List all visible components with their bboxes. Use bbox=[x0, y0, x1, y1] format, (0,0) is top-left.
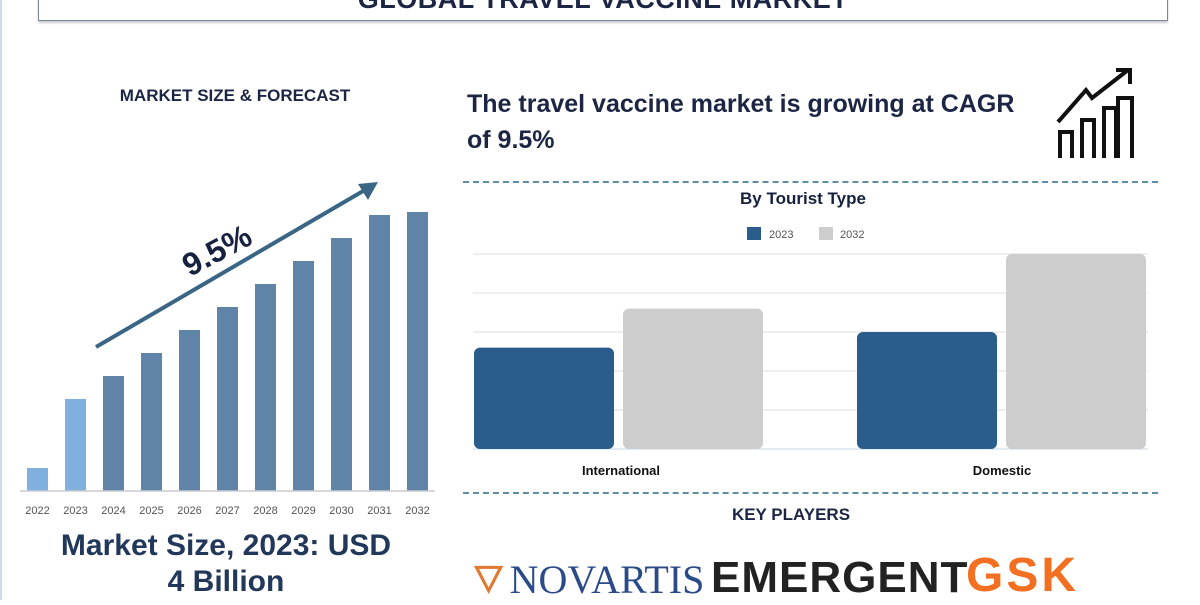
x-tick-label: 2028 bbox=[253, 505, 277, 517]
x-tick-label: 2029 bbox=[291, 505, 315, 517]
bar-2026 bbox=[179, 330, 200, 491]
market-size-text: Market Size, 2023: USD 4 Billion bbox=[10, 528, 442, 600]
x-tick-label: 2032 bbox=[405, 505, 429, 517]
cagr-headline: The travel vaccine market is growing at … bbox=[467, 90, 1015, 154]
category-label-international: International bbox=[582, 463, 660, 478]
market-size-heading: MARKET SIZE & FORECAST bbox=[119, 86, 351, 105]
x-tick-label: 2022 bbox=[25, 505, 49, 517]
legend-label-2032: 2032 bbox=[840, 229, 864, 241]
bar-chart-rising-arrow-icon bbox=[1056, 68, 1134, 158]
emergent-logo: EMERGENT bbox=[711, 553, 969, 602]
bar-2028 bbox=[255, 284, 276, 491]
bar-2023 bbox=[65, 399, 86, 491]
market-size-line1: Market Size, 2023: USD bbox=[60, 529, 392, 562]
key-players-heading: KEY PLAYERS bbox=[731, 505, 851, 524]
gsk-logo: GSK bbox=[966, 549, 1080, 602]
bar-domestic-2032 bbox=[1006, 254, 1146, 449]
x-tick-label: 2024 bbox=[101, 505, 125, 517]
legend-swatch-2023 bbox=[747, 227, 761, 240]
bar-2027 bbox=[217, 307, 238, 491]
legend: 2023 2032 bbox=[747, 227, 864, 241]
novartis-logo-text: NOVARTIS bbox=[509, 557, 705, 602]
x-tick-label: 2031 bbox=[367, 505, 391, 517]
novartis-logo: 🜄 NOVARTIS bbox=[472, 556, 704, 605]
bar-2022 bbox=[27, 468, 48, 491]
x-tick-label: 2027 bbox=[215, 505, 239, 517]
page-title: GLOBAL TRAVEL VACCINE MARKET bbox=[39, 0, 1167, 14]
bar-2030 bbox=[331, 238, 352, 491]
legend-swatch-2032 bbox=[819, 227, 833, 240]
x-tick-label: 2030 bbox=[329, 505, 353, 517]
novartis-flame-icon: 🜄 bbox=[472, 560, 506, 602]
x-tick-label: 2023 bbox=[63, 505, 87, 517]
category-label-domestic: Domestic bbox=[973, 463, 1032, 478]
bar-2031 bbox=[369, 215, 390, 491]
tourist-chart-title: By Tourist Type bbox=[740, 189, 866, 208]
bar-international-2023 bbox=[474, 347, 614, 449]
growth-arrow-line bbox=[94, 185, 372, 349]
title-banner: GLOBAL TRAVEL VACCINE MARKET bbox=[38, 0, 1168, 21]
market-forecast-chart: 2022 2023 2024 2025 2026 2027 2028 2029 2030 2031… bbox=[20, 182, 435, 517]
bar-2032 bbox=[407, 212, 428, 491]
bar-2025 bbox=[141, 353, 162, 491]
growth-arrow-head-icon bbox=[358, 182, 378, 200]
cagr-label: 9.5% bbox=[176, 217, 257, 283]
bar-2024 bbox=[103, 376, 124, 491]
divider-top bbox=[463, 181, 1158, 183]
bar-international-2032 bbox=[623, 308, 763, 449]
bar-2029 bbox=[293, 261, 314, 491]
market-size-line2: 4 Billion bbox=[167, 565, 285, 598]
tourist-type-chart: 2023 2032 International Domestic bbox=[473, 227, 1148, 478]
left-border bbox=[0, 0, 2, 600]
x-tick-label: 2025 bbox=[139, 505, 163, 517]
legend-label-2023: 2023 bbox=[769, 229, 793, 241]
x-tick-label: 2026 bbox=[177, 505, 201, 517]
divider-bottom bbox=[463, 492, 1158, 494]
bar-domestic-2023 bbox=[857, 332, 997, 449]
